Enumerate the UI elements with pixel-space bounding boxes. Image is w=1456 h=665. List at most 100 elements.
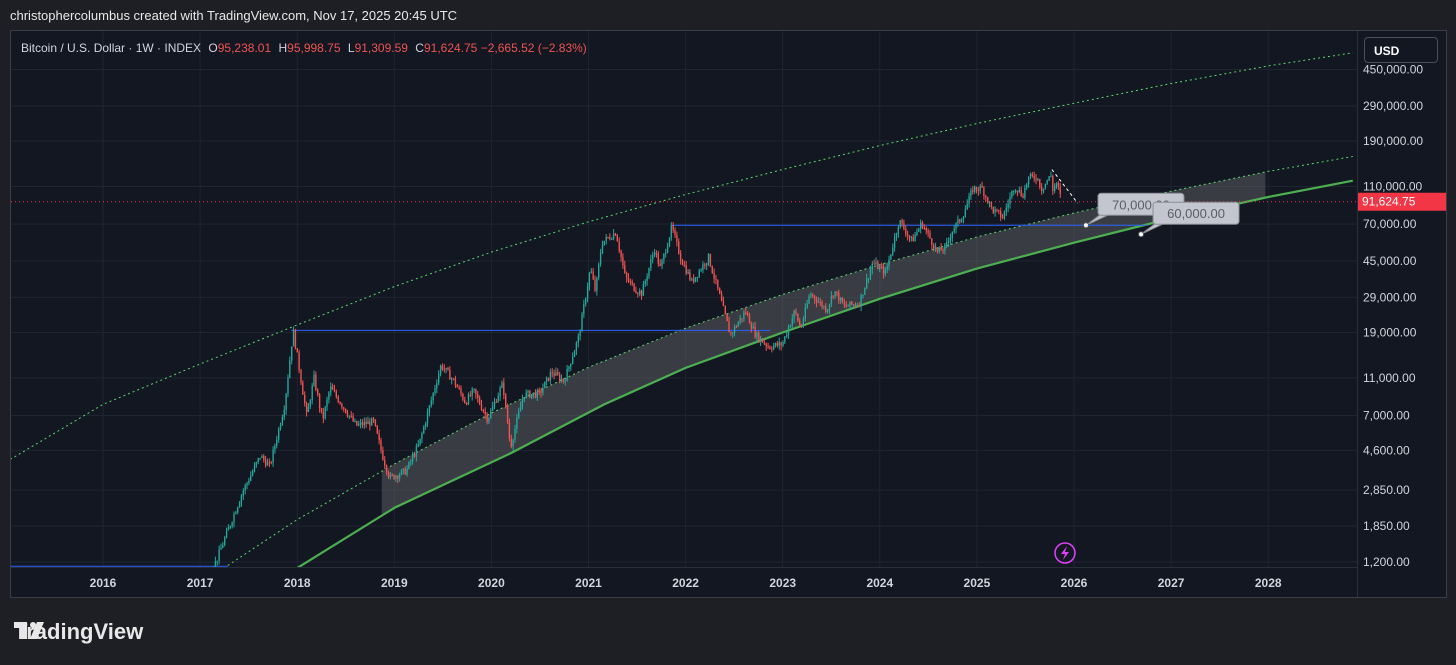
- candle-body: [363, 421, 365, 426]
- candle-body: [279, 424, 282, 429]
- candle-body: [689, 271, 691, 280]
- grid: [11, 31, 1357, 567]
- candle-body: [436, 383, 438, 389]
- candle-body: [531, 394, 533, 398]
- candle-body: [914, 235, 916, 242]
- candle-body: [880, 266, 883, 268]
- candle-body: [506, 404, 509, 423]
- candle-body: [594, 279, 596, 291]
- candle-body: [644, 281, 646, 285]
- candle-body: [773, 345, 775, 350]
- candle-body: [1022, 195, 1024, 198]
- lightning-icon[interactable]: [1054, 542, 1076, 564]
- candle-body: [449, 370, 451, 380]
- candle-body: [592, 271, 594, 280]
- candle-body: [216, 560, 218, 562]
- candle-body: [488, 418, 490, 422]
- candle-body: [460, 388, 462, 394]
- candle-body: [895, 233, 898, 237]
- attribution: christophercolumbus created with Trading…: [10, 8, 458, 23]
- candle-body: [551, 372, 553, 374]
- candle-body: [936, 247, 939, 252]
- candle-body: [251, 471, 254, 476]
- candle-body: [949, 237, 952, 241]
- price-chart[interactable]: 70,000.0060,000.00450,000.00290,000.0019…: [11, 31, 1447, 598]
- x-tick-label: 2023: [769, 576, 796, 590]
- candle-body: [761, 338, 764, 343]
- candle-body: [778, 342, 780, 346]
- candle-body: [640, 290, 643, 296]
- candle-body: [536, 390, 538, 398]
- candle-body: [812, 294, 814, 296]
- candle-body: [834, 291, 836, 297]
- candle-body: [304, 394, 306, 404]
- candle-body: [1014, 190, 1017, 192]
- candle-body: [1044, 183, 1047, 189]
- candle-body: [1027, 176, 1030, 185]
- candle-body: [1000, 211, 1002, 218]
- candle-body: [419, 438, 421, 445]
- candle-body: [276, 439, 278, 446]
- candle-body: [586, 286, 589, 299]
- candle-body: [538, 390, 540, 392]
- candle-body: [843, 302, 846, 305]
- candle-body: [676, 235, 678, 242]
- x-tick-label: 2016: [90, 576, 117, 590]
- x-tick-label: 2024: [866, 576, 893, 590]
- candle-body: [763, 342, 766, 344]
- candle-body: [451, 378, 453, 380]
- candle-body: [218, 549, 220, 561]
- candle-body: [832, 295, 834, 297]
- currency-button[interactable]: USD: [1364, 37, 1438, 63]
- candles: [213, 171, 1061, 567]
- candle-body: [685, 265, 687, 274]
- candle-body: [921, 222, 924, 229]
- candle-body: [724, 306, 726, 314]
- candle-body: [899, 220, 901, 228]
- candle-body: [614, 233, 617, 236]
- candle-body: [806, 303, 808, 308]
- candle-body: [519, 406, 522, 412]
- candle-body: [609, 237, 611, 240]
- y-tick-label: 19,000.00: [1363, 325, 1417, 339]
- candle-body: [438, 374, 440, 384]
- candle-body: [588, 273, 591, 287]
- candle-body: [268, 462, 271, 464]
- candle-body: [324, 406, 326, 419]
- candle-body: [702, 264, 704, 270]
- candle-body: [1013, 191, 1015, 193]
- candle-body: [557, 372, 559, 375]
- candle-body: [977, 189, 980, 191]
- candle-body: [598, 264, 600, 278]
- candle-body: [356, 421, 358, 426]
- candle-body: [577, 335, 579, 343]
- candle-body: [646, 276, 648, 281]
- last-price-tag: 91,624.75: [1358, 192, 1446, 211]
- candle-body: [382, 450, 384, 460]
- candle-body: [776, 343, 779, 346]
- candle-body: [942, 250, 944, 252]
- candle-body: [920, 222, 922, 229]
- candle-body: [521, 399, 524, 407]
- candle-body: [1046, 180, 1048, 184]
- change-value: −2,665.52 (−2.83%): [480, 41, 587, 55]
- candle-body: [748, 314, 751, 324]
- candle-body: [516, 418, 518, 429]
- candle-body: [659, 263, 661, 266]
- candle-body: [650, 259, 652, 268]
- callout-anchor: [1082, 222, 1089, 229]
- candle-body: [683, 265, 685, 266]
- candle-body: [955, 223, 957, 229]
- chart-panel[interactable]: 70,000.00 60,000.00 450,000.00 290,000.00 19…: [10, 30, 1447, 598]
- tradingview-brand: TradingView: [14, 619, 143, 645]
- candle-body: [979, 185, 981, 191]
- candle-body: [657, 253, 659, 264]
- candle-body: [611, 238, 613, 240]
- candle-body: [454, 378, 457, 386]
- candle-body: [486, 414, 488, 422]
- candle-body: [1037, 179, 1039, 180]
- candle-body: [1007, 203, 1009, 208]
- candle-body: [998, 209, 1000, 212]
- candle-body: [964, 209, 966, 218]
- candle-body: [601, 245, 604, 253]
